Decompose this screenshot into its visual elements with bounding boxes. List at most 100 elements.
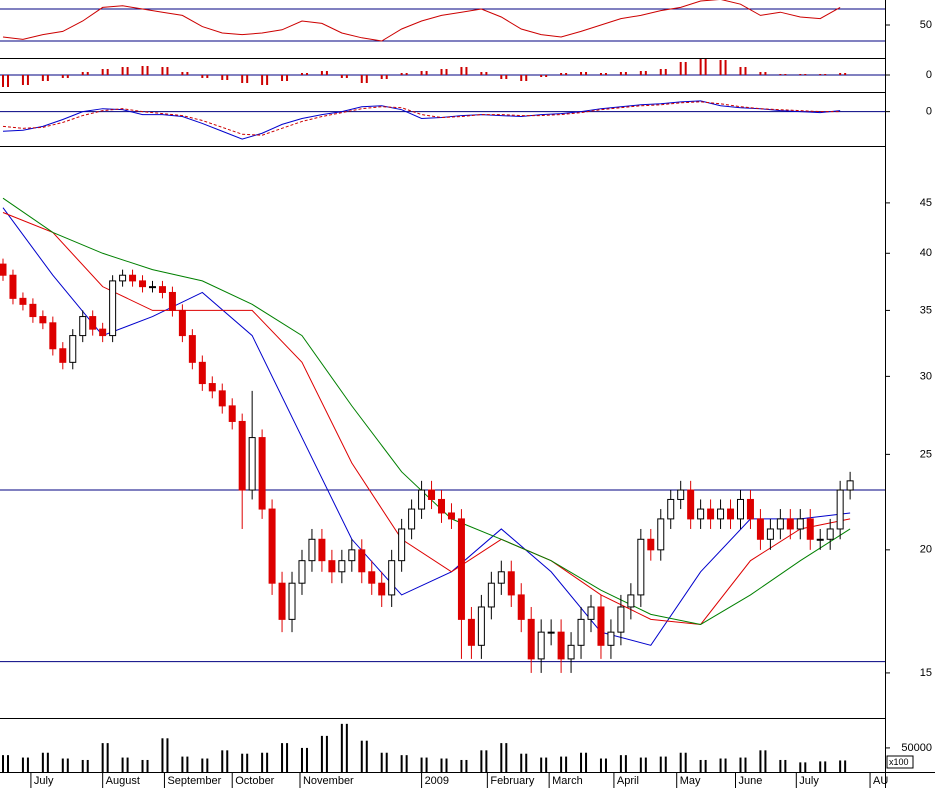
bar <box>799 762 802 772</box>
bar <box>126 757 129 772</box>
candle-body <box>29 303 37 318</box>
bar <box>320 735 323 772</box>
bar <box>161 67 164 75</box>
bar <box>226 75 229 80</box>
bar <box>41 752 44 772</box>
bar <box>520 753 523 772</box>
candle-body <box>677 489 685 500</box>
candle-body <box>587 606 595 620</box>
bar <box>380 75 383 79</box>
bar <box>824 74 827 75</box>
bar <box>699 59 702 75</box>
bar <box>286 743 289 772</box>
bar <box>784 74 787 75</box>
candle-body <box>796 518 804 530</box>
bar <box>101 743 104 772</box>
candle-body <box>557 631 565 660</box>
candle-body <box>129 274 137 282</box>
candle-body <box>398 528 406 562</box>
bar <box>804 74 807 75</box>
bar <box>480 750 483 772</box>
x-tick-label: 2009 <box>425 775 449 787</box>
unit-label: x100 <box>889 757 909 767</box>
bar <box>485 750 488 772</box>
bar <box>500 75 503 79</box>
candle-body <box>826 528 834 540</box>
bar <box>261 752 264 772</box>
bar <box>659 756 662 772</box>
candle-body <box>139 280 147 288</box>
candle-body <box>687 489 695 520</box>
candle-body <box>198 361 206 385</box>
bar <box>639 757 642 772</box>
candle-body <box>776 518 784 530</box>
candle-body <box>49 322 57 350</box>
bar <box>186 72 189 75</box>
candle-body <box>119 274 127 282</box>
bar <box>679 752 682 772</box>
candle-body <box>308 538 316 562</box>
candle-body <box>188 335 196 363</box>
bar <box>664 756 667 772</box>
bar <box>545 75 548 77</box>
candle-body <box>99 328 107 337</box>
bar <box>520 75 523 81</box>
candle-body <box>756 518 764 540</box>
bar <box>121 757 124 772</box>
bar <box>2 75 4 87</box>
bar <box>161 738 164 772</box>
bar <box>425 71 428 75</box>
bar <box>261 75 264 85</box>
bar <box>385 75 388 79</box>
bar <box>465 759 468 772</box>
bar <box>599 73 602 75</box>
bar <box>739 757 742 772</box>
candle-body <box>358 549 366 573</box>
x-tick-label: September <box>167 775 221 787</box>
bar <box>325 71 328 75</box>
candle-body <box>617 606 625 633</box>
bar <box>644 71 647 75</box>
candle-body <box>697 508 705 520</box>
candle-body <box>59 348 67 363</box>
candle-body <box>238 420 246 491</box>
bar <box>580 752 583 772</box>
candle-body <box>318 538 326 562</box>
bar <box>400 755 403 772</box>
candle-body <box>527 618 535 660</box>
bar <box>7 755 9 772</box>
bar <box>241 753 244 772</box>
y-tick-label: 20 <box>920 544 932 556</box>
candle-body <box>328 560 336 573</box>
candle-body <box>248 437 256 491</box>
bar <box>345 75 348 78</box>
bar <box>281 743 284 772</box>
bar <box>340 723 343 772</box>
bar <box>101 69 104 75</box>
candle-body <box>607 631 615 646</box>
candle-body <box>647 538 655 551</box>
bar <box>465 67 468 75</box>
bar <box>305 747 308 772</box>
candle-body <box>736 498 744 520</box>
bar <box>804 762 807 772</box>
bar <box>585 752 588 772</box>
candle-body <box>507 571 515 596</box>
candle-body <box>338 560 346 573</box>
candle-body <box>79 316 87 337</box>
candle-body <box>69 335 77 363</box>
bar <box>560 756 563 772</box>
bar <box>764 750 767 772</box>
bar <box>380 752 383 772</box>
bar <box>325 735 328 772</box>
bar <box>385 752 388 772</box>
bar <box>106 69 109 75</box>
candle-body <box>208 383 216 392</box>
bar <box>181 756 184 772</box>
bar <box>604 73 607 75</box>
moving-average <box>2 212 851 625</box>
bar <box>420 71 423 75</box>
line-series <box>2 100 841 140</box>
bar <box>141 66 144 75</box>
y-tick-label: 0 <box>926 69 932 81</box>
